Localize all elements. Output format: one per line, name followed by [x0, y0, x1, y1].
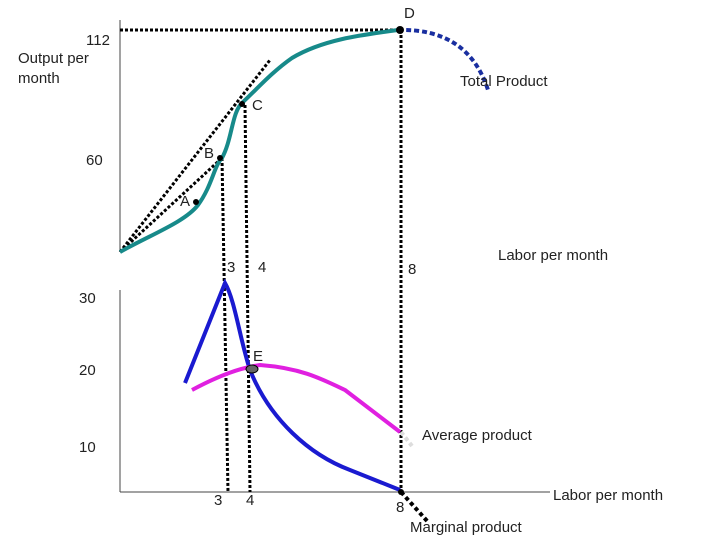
curve-label: Total Product: [460, 73, 548, 90]
total-product-dotted: [397, 27, 490, 91]
y-label: 10: [79, 439, 96, 456]
guides: [118, 28, 403, 493]
y-label: 60: [86, 152, 103, 169]
marginal-dotted: [399, 490, 430, 524]
marginal-product-curve: [183, 278, 401, 492]
point-label: D: [404, 5, 415, 22]
y-axis-title: month: [18, 70, 60, 87]
x-axis-title: Labor per month: [553, 487, 663, 504]
point: [245, 364, 259, 374]
average-dotted: [399, 430, 414, 448]
y-label: 112: [86, 32, 110, 49]
point: [193, 199, 199, 205]
x-label: 4: [246, 492, 254, 509]
point-label: A: [180, 193, 190, 210]
y-axis-title: Output per: [18, 50, 89, 67]
x-label: 4: [258, 259, 266, 276]
x-axis-title: Labor per month: [498, 247, 608, 264]
point: [217, 155, 223, 161]
curve-label: Average product: [422, 427, 533, 444]
x-label: 8: [396, 499, 404, 516]
point-label: E: [253, 348, 263, 365]
x-label: 3: [227, 259, 235, 276]
point: [398, 489, 404, 495]
point-label: C: [252, 97, 263, 114]
point: [396, 26, 404, 34]
point: [239, 101, 245, 107]
total-product-curve: [119, 28, 399, 254]
y-label: 30: [79, 290, 96, 307]
y-label: 20: [79, 362, 96, 379]
average-product-curve: [191, 362, 402, 434]
x-label: 8: [408, 261, 416, 278]
curve-label: Marginal product: [410, 519, 523, 536]
point-label: B: [204, 145, 214, 162]
x-label: 3: [214, 492, 222, 509]
